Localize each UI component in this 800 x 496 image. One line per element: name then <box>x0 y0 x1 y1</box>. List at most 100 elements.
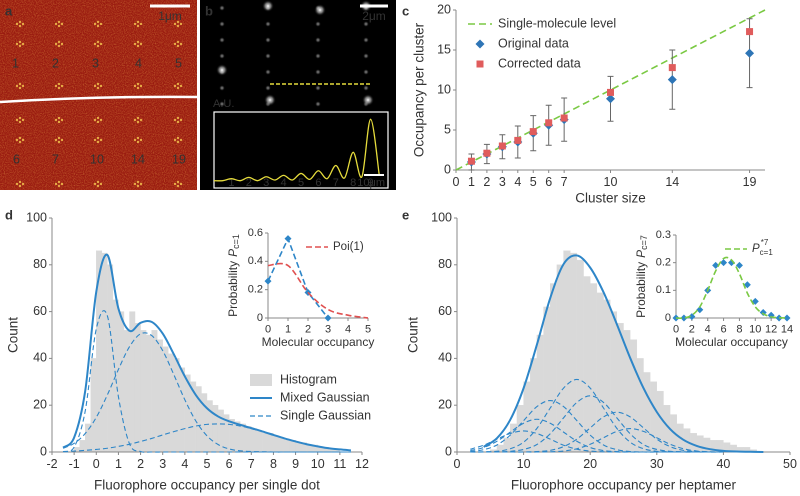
histogram-bar <box>256 430 263 453</box>
dot-cluster <box>179 84 183 88</box>
dot-cluster <box>57 184 61 188</box>
dot-cluster <box>18 44 22 48</box>
dot-cluster <box>21 138 25 142</box>
histogram-bar <box>179 367 186 453</box>
histogram-bar <box>556 264 564 453</box>
histogram-bar <box>550 283 558 453</box>
y-tick-label: 0 <box>257 312 263 324</box>
divider <box>0 95 198 104</box>
histogram-bar <box>643 372 651 453</box>
legend-label: Pc=1*7 <box>752 238 773 257</box>
x-tick-label: 11 <box>333 457 346 471</box>
dot-cluster <box>18 184 22 188</box>
dot-cluster <box>60 118 64 122</box>
scale-bar-label: 2μm <box>362 9 386 23</box>
panel-letter: a <box>5 3 13 18</box>
dot-cluster <box>139 42 143 46</box>
spot <box>363 69 369 75</box>
dot-cluster <box>173 118 177 122</box>
data-point <box>607 88 614 96</box>
inset-tick-label: 2 <box>246 177 252 189</box>
dot-cluster <box>57 24 61 28</box>
x-tick-label: 40 <box>716 457 730 471</box>
spot <box>219 37 225 43</box>
inset-line <box>267 236 329 319</box>
dot-cluster <box>176 44 180 48</box>
data-point <box>606 94 615 104</box>
x-tick-label: 50 <box>783 457 797 471</box>
histogram-bar <box>240 423 246 453</box>
data-point <box>467 157 475 165</box>
spot <box>219 101 225 107</box>
histogram-bar <box>689 433 697 453</box>
x-axis-label: Molecular occupancy <box>675 335 788 349</box>
y-tick-label: 0 <box>40 444 47 458</box>
dot-cluster <box>93 138 97 142</box>
x-tick-label: 14 <box>665 175 679 189</box>
dot-cluster <box>15 182 19 186</box>
x-tick-label: 8 <box>270 457 277 471</box>
cluster-label: 6 <box>13 152 20 166</box>
y-tick-label: 15 <box>437 42 451 56</box>
intensity-trace <box>213 118 380 182</box>
x-tick-label: 5 <box>365 324 371 336</box>
dot-cluster <box>176 180 180 184</box>
x-tick-label: 2 <box>689 324 695 336</box>
dot-cluster <box>176 140 180 144</box>
legend-label: Original data <box>498 36 569 50</box>
panel-letter: c <box>402 3 409 18</box>
x-tick-label: 30 <box>650 457 664 471</box>
spot <box>315 21 321 27</box>
legend-label: Single-molecule level <box>498 16 616 30</box>
x-tick-label: 12 <box>355 457 369 471</box>
histogram-bar <box>649 381 658 453</box>
histogram-bar <box>603 299 611 453</box>
dot-cluster <box>18 140 22 144</box>
y-tick-label: 60 <box>33 304 47 318</box>
dot-cluster <box>15 84 19 88</box>
x-tick-label: 0 <box>265 324 271 336</box>
y-tick-label: 0 <box>445 444 452 458</box>
histogram-bar <box>696 435 704 453</box>
x-tick-label: -1 <box>69 457 80 471</box>
histogram-bar <box>273 435 280 453</box>
dot-cluster <box>60 182 64 186</box>
legend-swatch <box>476 60 484 68</box>
inset-marker <box>284 235 292 243</box>
y-tick-label: 0.2 <box>248 284 263 296</box>
histogram-bar <box>245 426 252 453</box>
data-point <box>667 75 677 85</box>
dot-cluster <box>99 84 103 88</box>
histogram-bar <box>570 252 578 453</box>
x-tick-label: 2 <box>305 324 311 336</box>
spot <box>363 53 369 59</box>
dot-cluster <box>179 42 183 46</box>
legend-label-sup: *7 <box>761 238 769 247</box>
histogram-bar <box>284 440 291 453</box>
dot-cluster <box>179 182 183 186</box>
x-tick-label: 2 <box>483 175 490 189</box>
histogram-bar <box>107 264 114 453</box>
spot <box>219 5 225 11</box>
inset-marker <box>696 306 704 314</box>
dot-cluster <box>96 20 100 24</box>
dot-cluster <box>139 182 143 186</box>
dot-cluster <box>57 120 61 124</box>
histogram-bar <box>543 306 551 453</box>
dot-cluster <box>18 82 22 86</box>
histogram-bar <box>267 433 274 453</box>
spot <box>265 37 271 43</box>
dot-cluster <box>133 138 137 142</box>
dot-cluster <box>179 138 183 142</box>
inset-marker <box>712 261 720 269</box>
y-tick-label: 60 <box>438 304 452 318</box>
dot-cluster <box>96 86 100 90</box>
inset-marker <box>720 259 728 267</box>
dot-cluster <box>176 120 180 124</box>
data-point <box>668 64 676 72</box>
y-axis-label-subscript: c=7 <box>639 235 649 250</box>
dot-cluster <box>99 138 103 142</box>
spot <box>315 85 321 91</box>
